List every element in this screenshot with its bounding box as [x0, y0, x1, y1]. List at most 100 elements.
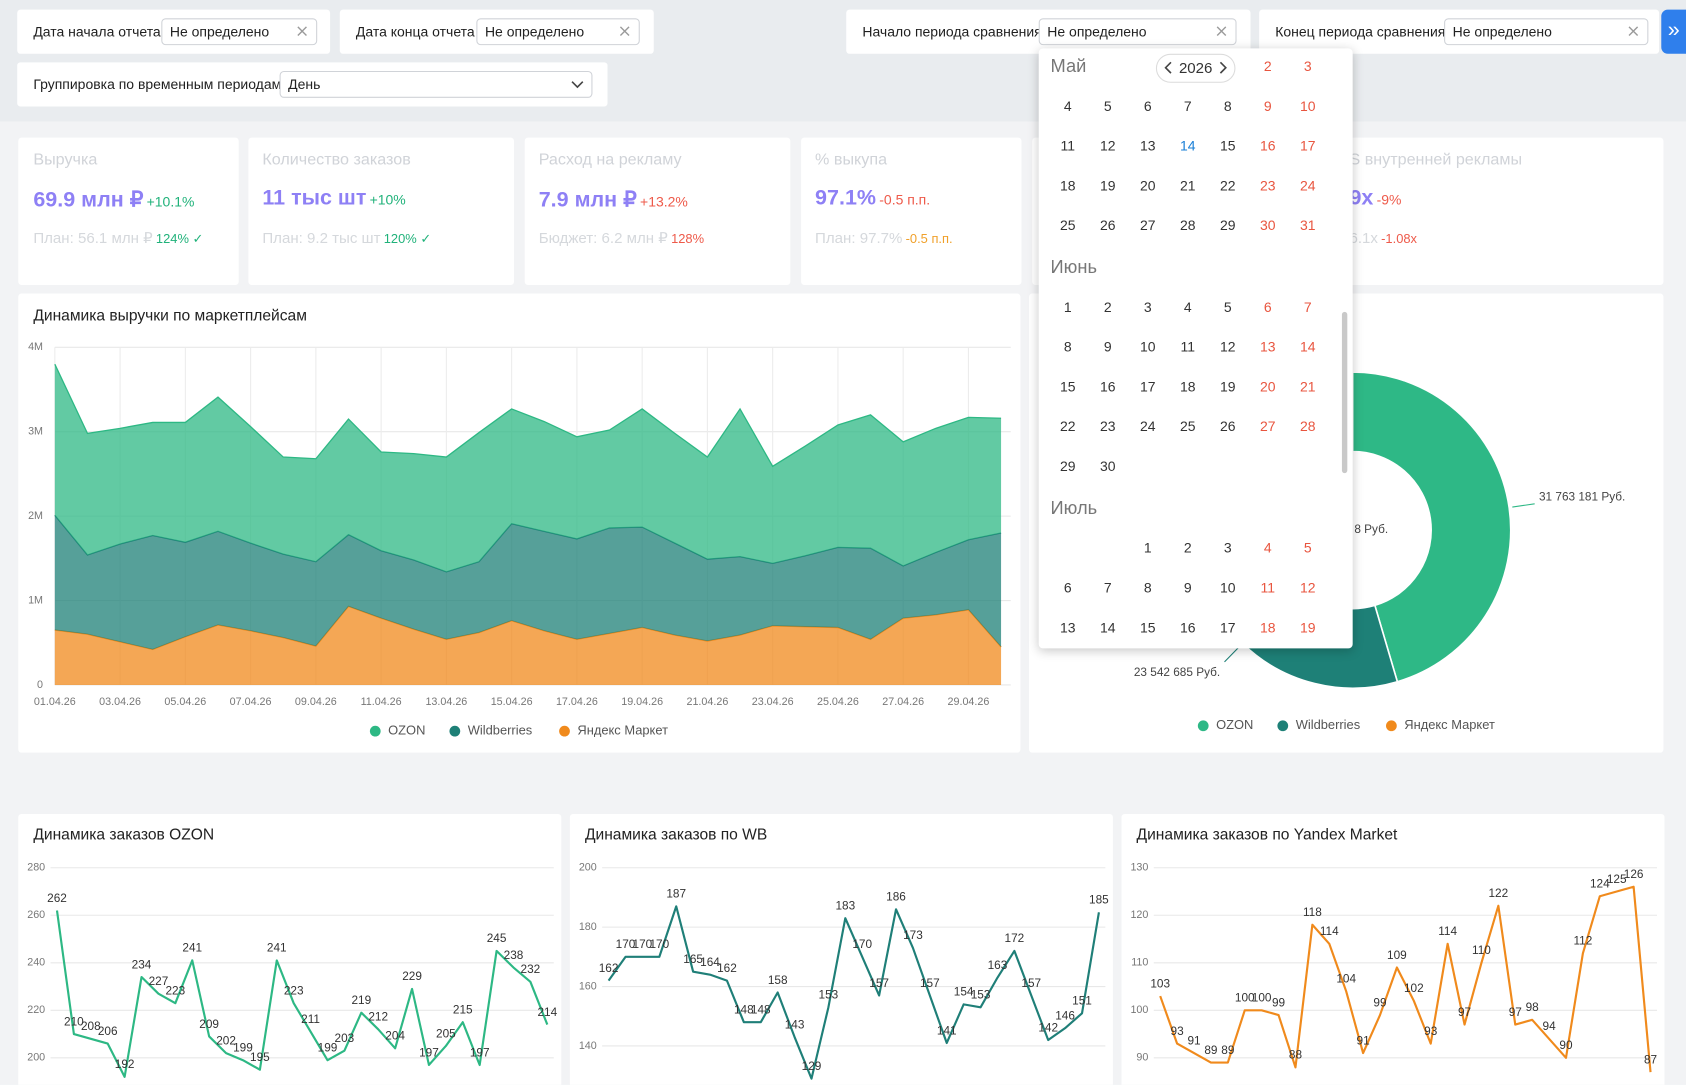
- calendar-day[interactable]: 22: [1059, 418, 1076, 435]
- date-input[interactable]: Не определено: [476, 18, 640, 46]
- calendar-day[interactable]: 6: [1263, 298, 1272, 316]
- data-label: 114: [1438, 924, 1457, 938]
- calendar-day[interactable]: 5: [1223, 298, 1232, 316]
- calendar-day[interactable]: 16: [1259, 137, 1276, 154]
- calendar-day[interactable]: 2: [1103, 298, 1112, 316]
- calendar-day[interactable]: 17: [1139, 378, 1156, 395]
- icon-stroke: [1216, 26, 1227, 36]
- calendar-day[interactable]: 2: [1183, 539, 1192, 556]
- calendar-day[interactable]: 28: [1299, 418, 1316, 435]
- filters-button[interactable]: »: [1661, 9, 1686, 54]
- calendar-day[interactable]: 3: [1223, 539, 1232, 556]
- date-input[interactable]: Не определено: [161, 18, 318, 46]
- calendar-day[interactable]: 4: [1263, 539, 1272, 556]
- calendar-day[interactable]: 21: [1179, 177, 1196, 194]
- icon-stroke: [297, 26, 307, 36]
- calendar-day[interactable]: 5: [1303, 539, 1312, 556]
- calendar-day[interactable]: 23: [1259, 177, 1276, 194]
- calendar-day[interactable]: 19: [1099, 177, 1116, 194]
- calendar-day[interactable]: 14: [1299, 338, 1316, 355]
- chevron-left[interactable]: [1162, 61, 1175, 74]
- calendar-day[interactable]: 21: [1299, 378, 1316, 395]
- calendar-day[interactable]: 9: [1263, 97, 1272, 114]
- data-label: 87: [1644, 1052, 1657, 1066]
- calendar-day[interactable]: 14: [1179, 137, 1196, 154]
- calendar-day[interactable]: 8: [1223, 97, 1232, 114]
- calendar-day[interactable]: 7: [1103, 579, 1112, 596]
- calendar-day[interactable]: 2: [1263, 58, 1272, 75]
- date-input[interactable]: Не определено: [1038, 18, 1237, 46]
- calendar-day[interactable]: 27: [1259, 418, 1276, 435]
- calendar-day[interactable]: 1: [1063, 298, 1072, 316]
- calendar-day[interactable]: 6: [1063, 579, 1072, 596]
- calendar-day[interactable]: 24: [1299, 177, 1316, 194]
- calendar-day[interactable]: 20: [1259, 378, 1276, 395]
- data-label: 199: [233, 1041, 253, 1055]
- calendar-day[interactable]: 25: [1059, 217, 1076, 234]
- calendar-day[interactable]: 24: [1139, 418, 1156, 435]
- clear-icon[interactable]: [618, 25, 631, 38]
- calendar-day[interactable]: 15: [1219, 137, 1236, 154]
- calendar-day[interactable]: 13: [1259, 338, 1276, 355]
- calendar-day[interactable]: 5: [1103, 97, 1112, 114]
- calendar-day[interactable]: 15: [1139, 619, 1156, 636]
- calendar-day[interactable]: 25: [1179, 418, 1196, 435]
- calendar-day[interactable]: 12: [1099, 137, 1116, 154]
- calendar-day[interactable]: 16: [1179, 619, 1196, 636]
- calendar-day[interactable]: 17: [1219, 619, 1236, 636]
- calendar-day[interactable]: 31: [1299, 217, 1316, 234]
- calendar-day[interactable]: 12: [1219, 338, 1236, 355]
- calendar-day[interactable]: 11: [1060, 137, 1075, 154]
- calendar-day[interactable]: 12: [1299, 579, 1316, 596]
- calendar-day[interactable]: 26: [1219, 418, 1236, 435]
- year[interactable]: 2026: [1178, 59, 1213, 77]
- calendar-day[interactable]: 7: [1183, 97, 1192, 114]
- calendar-day[interactable]: 18: [1059, 177, 1076, 194]
- calendar-day[interactable]: 8: [1143, 579, 1152, 596]
- calendar-day[interactable]: 13: [1059, 619, 1076, 636]
- calendar-day[interactable]: 18: [1259, 619, 1276, 636]
- calendar-day[interactable]: 17: [1299, 137, 1316, 154]
- calendar-day[interactable]: 10: [1139, 338, 1156, 355]
- calendar-day[interactable]: 29: [1059, 458, 1076, 475]
- clear-icon[interactable]: [296, 25, 309, 38]
- calendar-day[interactable]: 16: [1099, 378, 1116, 395]
- clear-icon[interactable]: [1627, 25, 1640, 38]
- calendar-day[interactable]: 11: [1180, 338, 1195, 355]
- data-label: 112: [1573, 934, 1592, 948]
- calendar-day[interactable]: 4: [1183, 298, 1192, 316]
- calendar-day[interactable]: 15: [1059, 378, 1076, 395]
- calendar-day[interactable]: 28: [1179, 217, 1196, 234]
- select[interactable]: День: [279, 70, 593, 98]
- calendar-day[interactable]: 27: [1139, 217, 1156, 234]
- calendar-day[interactable]: 30: [1099, 458, 1116, 475]
- calendar-day[interactable]: 23: [1099, 418, 1116, 435]
- calendar-day[interactable]: 19: [1219, 378, 1236, 395]
- calendar-day[interactable]: 18: [1179, 378, 1196, 395]
- calendar-day[interactable]: 9: [1103, 338, 1112, 355]
- calendar-day[interactable]: 22: [1219, 177, 1236, 194]
- calendar-day[interactable]: 10: [1299, 97, 1316, 114]
- calendar-day[interactable]: 7: [1303, 298, 1312, 316]
- chevron-down[interactable]: [571, 77, 584, 90]
- calendar-day[interactable]: 9: [1183, 579, 1192, 596]
- calendar-day[interactable]: 26: [1099, 217, 1116, 234]
- calendar-day[interactable]: 13: [1139, 137, 1156, 154]
- calendar-day[interactable]: 1: [1143, 539, 1152, 556]
- calendar-day[interactable]: 11: [1260, 579, 1275, 596]
- legend-label: OZON: [1216, 717, 1253, 732]
- calendar-day[interactable]: 6: [1143, 97, 1152, 114]
- calendar-day[interactable]: 20: [1139, 177, 1156, 194]
- chevron-right[interactable]: [1216, 61, 1229, 74]
- calendar-day[interactable]: 14: [1099, 619, 1116, 636]
- calendar-day[interactable]: 10: [1219, 579, 1236, 596]
- calendar-day[interactable]: 8: [1063, 338, 1072, 355]
- calendar-day[interactable]: 4: [1063, 97, 1072, 114]
- calendar-day[interactable]: 19: [1299, 619, 1316, 636]
- clear-icon[interactable]: [1215, 25, 1228, 38]
- calendar-day[interactable]: 29: [1219, 217, 1236, 234]
- calendar-day[interactable]: 3: [1303, 58, 1312, 75]
- calendar-day[interactable]: 30: [1259, 217, 1276, 234]
- date-input[interactable]: Не определено: [1444, 18, 1649, 46]
- calendar-day[interactable]: 3: [1143, 298, 1152, 316]
